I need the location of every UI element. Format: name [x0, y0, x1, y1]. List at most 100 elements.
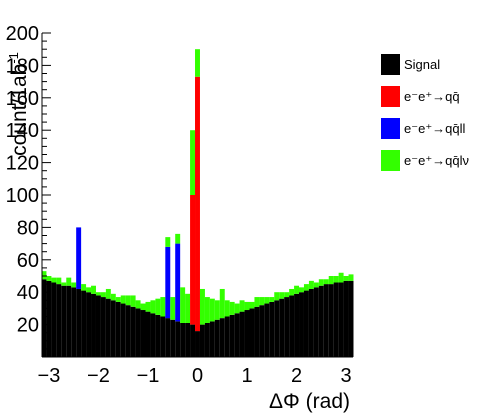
- x-tick-label: 3: [341, 365, 352, 387]
- bar-series-3-bin-35: [214, 300, 220, 320]
- bar-series-3-bin-18: [130, 295, 136, 307]
- bar-series-3-bin-11: [95, 292, 101, 296]
- bar-series-3-bin-8: [81, 284, 87, 291]
- bar-series-0-bin-17: [125, 305, 131, 357]
- bar-series-3-bin-29: [185, 293, 191, 323]
- bar-series-0-bin-20: [140, 310, 146, 357]
- y-axis-title-group: count/1ab-1: [6, 52, 31, 156]
- y-tick-label: 100: [6, 185, 39, 207]
- bar-series-3-bin-62: [348, 274, 354, 281]
- bar-series-3-bin-55: [313, 282, 319, 288]
- bar-series-0-bin-50: [289, 295, 295, 357]
- bar-series-3-bin-37: [224, 300, 230, 317]
- bar-series-3-bin-39: [234, 303, 240, 314]
- bar-series-0-bin-5: [66, 285, 72, 357]
- bar-series-3-bin-56: [318, 279, 324, 286]
- bar-series-3-bin-46: [269, 297, 275, 302]
- legend-swatch-1: [381, 86, 400, 107]
- bar-series-3-bin-5: [66, 277, 72, 286]
- y-tick-label: 60: [17, 250, 39, 272]
- bar-series-0-bin-49: [284, 297, 290, 357]
- bar-series-0-bin-22: [150, 313, 156, 357]
- y-tick-label: 80: [17, 217, 39, 239]
- bar-series-0-bin-6: [71, 287, 77, 357]
- bar-series-0-bin-51: [294, 293, 300, 357]
- bar-series-3-bin-38: [229, 301, 235, 315]
- bar-series-0-bin-24: [160, 316, 166, 357]
- bar-series-3-bin-54: [308, 280, 314, 289]
- bar-series-3-bin-41: [244, 301, 250, 311]
- bar-series-3-bin-27: [175, 233, 181, 244]
- bar-series-3-bin-20: [140, 303, 146, 311]
- bar-series-0-bin-9: [86, 292, 92, 357]
- bar-series-0-bin-43: [254, 306, 260, 357]
- bar-series-0-bin-28: [180, 322, 186, 357]
- legend: Signal e⁻e⁺→qq̄ e⁻e⁺→qq̄ll e⁻e⁺→qq̄lν: [381, 54, 469, 171]
- bar-series-0-bin-61: [343, 280, 349, 357]
- bar-series-3-bin-2: [51, 277, 57, 283]
- bar-series-0-bin-1: [46, 280, 52, 357]
- y-axis-title: count/1ab-1: [6, 52, 31, 156]
- bar-series-3-bin-43: [254, 297, 260, 307]
- axes: 20 40 60 80 100 120 140 160 180 200 −3 −2 −1 0 1 2 3: [6, 23, 353, 387]
- bar-series-3-bin-25: [165, 237, 171, 247]
- bar-series-0-bin-58: [328, 284, 334, 357]
- bar-series-0-bin-38: [229, 314, 235, 357]
- bar-series-3-bin-6: [71, 282, 77, 288]
- bar-series-3-bin-13: [105, 288, 111, 299]
- bar-series-0-bin-33: [204, 322, 210, 357]
- bar-series-0-bin-15: [115, 301, 121, 357]
- bar-series-0-bin-16: [120, 303, 126, 357]
- bar-series-0-bin-25: [165, 318, 171, 357]
- bar-series-0-bin-59: [333, 282, 339, 357]
- bar-series-3-bin-60: [338, 272, 344, 283]
- bar-series-3-bin-57: [323, 279, 329, 285]
- bar-series-0-bin-13: [105, 298, 111, 357]
- bar-series-3-bin-42: [249, 301, 255, 309]
- bar-series-3-bin-34: [209, 298, 215, 322]
- bar-series-0-bin-7: [76, 288, 82, 357]
- y-tick-label: 20: [17, 315, 39, 337]
- bar-series-0-bin-0: [41, 279, 47, 357]
- bar-series-3-bin-49: [284, 292, 290, 298]
- y-axis-title-main: count/1ab: [8, 64, 31, 156]
- y-axis-title-superscript: -1: [6, 52, 21, 64]
- bar-series-0-bin-31: [195, 331, 200, 357]
- bar-series-0-bin-32: [199, 324, 205, 357]
- bar-series-3-bin-50: [289, 288, 295, 296]
- bar-series-3-bin-12: [100, 292, 106, 298]
- bar-series-3-bin-58: [328, 276, 334, 285]
- x-tick-label: −3: [38, 365, 61, 387]
- bar-series-0-bin-35: [214, 319, 220, 357]
- bar-series-0-bin-29: [185, 322, 191, 357]
- x-tick-label: 2: [291, 365, 302, 387]
- bar-series-3-bin-15: [115, 297, 121, 302]
- bar-series-0-bin-37: [224, 316, 230, 357]
- x-axis-title: ΔΦ (rad): [269, 390, 350, 413]
- bar-series-3-bin-33: [204, 297, 210, 323]
- bar-series-3-bin-24: [160, 297, 166, 317]
- bar-series-3-bin-17: [125, 295, 131, 306]
- legend-label-0: Signal: [404, 57, 440, 72]
- y-tick-label: 40: [17, 282, 39, 304]
- bar-series-0-bin-23: [155, 314, 161, 357]
- bar-series-3-bin-23: [155, 298, 161, 315]
- bar-series-0-bin-12: [100, 297, 106, 357]
- bar-series-0-bin-26: [170, 319, 176, 357]
- bar-series-3-bin-0: [41, 271, 47, 280]
- bar-series-0-bin-42: [249, 308, 255, 357]
- bar-series-1-bin-31: [195, 76, 200, 332]
- bar-series-0-bin-11: [95, 295, 101, 357]
- bar-series-3-bin-47: [274, 292, 280, 301]
- legend-swatch-0: [381, 54, 400, 75]
- bar-series-0-bin-40: [239, 311, 245, 357]
- bar-series-0-bin-2: [51, 282, 57, 357]
- bar-series-0-bin-60: [338, 282, 344, 357]
- bar-series-3-bin-9: [86, 287, 92, 293]
- bar-series-0-bin-44: [259, 305, 265, 357]
- bar-series-0-bin-14: [110, 300, 116, 357]
- legend-label-2: e⁻e⁺→qq̄ll: [404, 121, 466, 136]
- bar-series-0-bin-45: [264, 303, 270, 357]
- x-tick-label: 1: [241, 365, 252, 387]
